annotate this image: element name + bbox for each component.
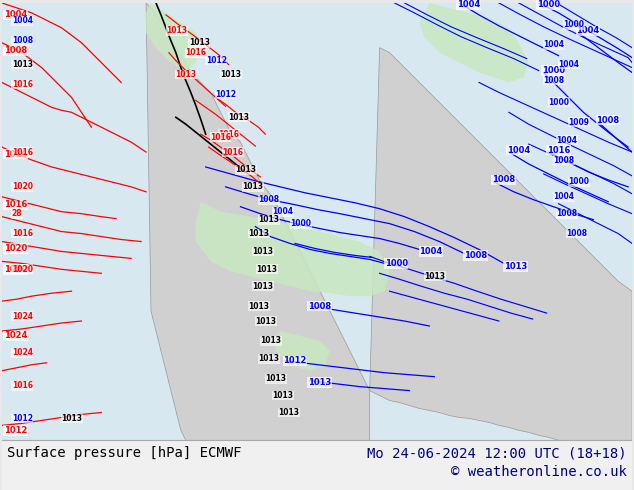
Text: 1012: 1012 [12,414,33,423]
Text: 1016: 1016 [547,146,570,154]
Text: 1013: 1013 [308,378,332,387]
Text: 1013: 1013 [221,70,242,79]
Text: 1013: 1013 [249,229,269,238]
Text: 1000: 1000 [541,66,565,75]
Text: 1020: 1020 [12,265,33,274]
Polygon shape [146,3,201,73]
Text: 1004: 1004 [4,10,27,20]
Text: 1013: 1013 [61,414,82,423]
Text: 1012: 1012 [205,56,227,65]
Text: 1008: 1008 [543,76,565,85]
Text: 1013: 1013 [261,337,281,345]
Text: 1013: 1013 [252,247,273,256]
Text: 1013: 1013 [242,182,264,191]
Text: 1024: 1024 [4,331,27,341]
Text: 1024: 1024 [12,348,33,357]
Text: 1020: 1020 [4,265,27,274]
Text: 1016: 1016 [4,200,27,209]
Text: 1004: 1004 [419,247,443,256]
Text: 1004: 1004 [272,207,294,216]
Text: 1004: 1004 [576,26,600,35]
Text: 1004: 1004 [543,40,565,49]
Text: 1016: 1016 [4,149,27,159]
Text: 1013: 1013 [12,60,33,69]
Text: 1008: 1008 [597,116,619,125]
Text: 1016: 1016 [12,381,33,390]
Text: 1008: 1008 [259,195,280,204]
Polygon shape [370,48,632,441]
Text: 1008: 1008 [308,302,331,311]
Text: 1009: 1009 [569,118,590,127]
Text: 1008: 1008 [567,229,588,238]
Text: 1004: 1004 [12,16,33,25]
Text: 1016: 1016 [12,229,33,238]
Text: 1008: 1008 [492,175,515,184]
Text: 1012: 1012 [4,426,27,435]
Text: 1013: 1013 [424,272,445,281]
Text: 1000: 1000 [536,0,560,9]
Text: 1008: 1008 [4,46,27,55]
Text: 1013: 1013 [259,354,280,363]
Text: 1008: 1008 [464,251,488,260]
Polygon shape [196,202,389,296]
Text: 1004: 1004 [457,0,481,9]
Bar [2,441,632,490]
Text: 1000: 1000 [385,259,408,268]
Text: 1008: 1008 [553,155,574,165]
Text: 1016: 1016 [210,133,231,142]
Text: 1004: 1004 [557,136,578,145]
Text: 1000: 1000 [564,20,585,29]
Text: Surface pressure [hPa] ECMWF: Surface pressure [hPa] ECMWF [7,446,242,460]
Text: 1016: 1016 [223,147,243,156]
Text: 1000: 1000 [548,98,569,107]
Text: 1013: 1013 [235,166,257,174]
Text: 1008: 1008 [12,36,33,45]
Text: 1016: 1016 [185,48,206,57]
Text: 1013: 1013 [249,302,269,311]
Text: 1012: 1012 [283,356,307,365]
Polygon shape [275,331,330,371]
Text: 1000: 1000 [569,177,590,186]
Text: 1020: 1020 [12,182,33,191]
Text: © weatheronline.co.uk: © weatheronline.co.uk [451,465,627,479]
Text: 1004: 1004 [553,192,574,201]
Text: 1013: 1013 [272,391,294,400]
Text: 1013: 1013 [252,282,273,291]
Text: 1013: 1013 [259,215,280,224]
Text: 28: 28 [12,209,22,218]
Text: 1016: 1016 [12,80,33,89]
Text: 1016: 1016 [12,147,33,156]
Polygon shape [419,3,529,82]
Text: 1013: 1013 [256,265,277,274]
Text: 1013: 1013 [278,408,299,417]
Text: 1020: 1020 [4,244,27,253]
Text: 1013: 1013 [228,113,250,122]
Text: 1004: 1004 [559,60,579,69]
Text: 1013: 1013 [189,38,210,47]
Text: 1013: 1013 [256,317,276,325]
Text: 1013: 1013 [265,374,287,383]
Text: Mo 24-06-2024 12:00 UTC (18+18): Mo 24-06-2024 12:00 UTC (18+18) [368,446,627,460]
Text: 1024: 1024 [12,312,33,320]
Text: 1013: 1013 [175,70,197,79]
Text: 1013: 1013 [166,26,188,35]
Text: 1012: 1012 [216,90,236,99]
Text: 1016: 1016 [219,130,240,139]
Text: 1000: 1000 [290,219,311,228]
Text: 1008: 1008 [557,209,578,218]
Text: 1004: 1004 [507,146,530,154]
Bar [2,3,632,441]
Text: 1013: 1013 [504,262,527,271]
Polygon shape [146,3,370,441]
